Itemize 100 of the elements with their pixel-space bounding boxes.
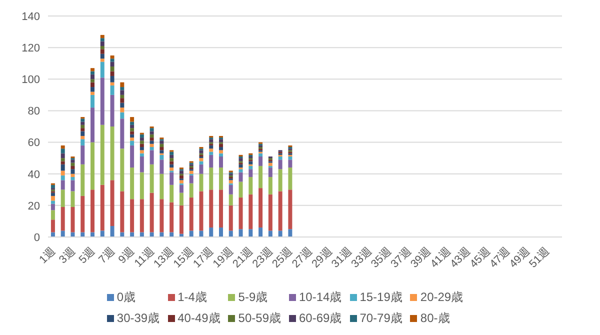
bar bbox=[80, 139, 85, 146]
legend-label: 50-59歳 bbox=[238, 310, 281, 327]
bar bbox=[140, 150, 144, 154]
x-tick-label: 5週 bbox=[76, 245, 98, 266]
legend-label: 40-49歳 bbox=[178, 310, 220, 327]
bar bbox=[160, 147, 164, 150]
bar bbox=[90, 79, 95, 82]
bar bbox=[219, 153, 224, 156]
bar bbox=[258, 166, 263, 188]
bar bbox=[238, 158, 243, 162]
bar bbox=[50, 192, 55, 196]
bar bbox=[238, 229, 243, 237]
bar bbox=[70, 162, 75, 166]
bar bbox=[70, 174, 75, 178]
bar bbox=[170, 154, 174, 158]
bar bbox=[288, 156, 292, 160]
bar bbox=[120, 98, 124, 103]
bar bbox=[80, 145, 85, 164]
legend-label: 5-9歳 bbox=[238, 289, 268, 306]
bar bbox=[288, 168, 292, 190]
bar bbox=[150, 147, 154, 150]
bar bbox=[130, 145, 134, 168]
bar bbox=[60, 164, 65, 171]
bar bbox=[150, 140, 154, 144]
bar bbox=[60, 161, 65, 164]
bar bbox=[70, 160, 75, 163]
bar bbox=[70, 177, 75, 180]
bar bbox=[90, 190, 95, 232]
bar bbox=[80, 118, 85, 122]
bar bbox=[170, 172, 174, 185]
bar bbox=[50, 184, 55, 188]
legend-label: 80-歳 bbox=[420, 310, 450, 327]
bar bbox=[170, 161, 174, 164]
bar bbox=[199, 150, 204, 154]
bar bbox=[150, 134, 154, 138]
bar bbox=[209, 152, 214, 155]
bar bbox=[110, 55, 114, 59]
legend-label: 0歳 bbox=[116, 289, 136, 306]
bar bbox=[189, 170, 194, 174]
bar bbox=[228, 194, 233, 206]
bar bbox=[238, 172, 243, 182]
bar bbox=[100, 49, 104, 54]
bar bbox=[100, 230, 104, 237]
bar bbox=[160, 144, 164, 148]
bar bbox=[90, 71, 95, 74]
bar bbox=[110, 85, 114, 95]
bar bbox=[278, 230, 282, 237]
bar bbox=[160, 154, 164, 160]
bar bbox=[199, 191, 204, 231]
bar bbox=[179, 192, 184, 206]
bar bbox=[80, 136, 85, 140]
bar bbox=[268, 168, 272, 178]
bar bbox=[150, 144, 154, 148]
bar bbox=[170, 164, 174, 168]
bar bbox=[50, 200, 55, 204]
bar bbox=[60, 148, 65, 154]
bar bbox=[110, 66, 114, 72]
bar bbox=[80, 164, 85, 196]
bar bbox=[90, 94, 95, 108]
bar bbox=[90, 74, 95, 80]
bar bbox=[50, 210, 55, 220]
bar bbox=[60, 230, 65, 237]
bar bbox=[209, 154, 214, 168]
bar bbox=[130, 140, 134, 146]
bar bbox=[238, 182, 243, 198]
bar bbox=[150, 164, 154, 193]
bar bbox=[130, 117, 134, 122]
bar bbox=[80, 128, 85, 132]
bar bbox=[150, 192, 154, 232]
bar bbox=[160, 199, 164, 232]
bar bbox=[140, 134, 144, 138]
x-tick-label: 1週 bbox=[37, 245, 58, 266]
bar bbox=[160, 174, 164, 200]
bar bbox=[120, 108, 124, 112]
bar bbox=[60, 180, 65, 190]
bar bbox=[238, 198, 243, 230]
bar bbox=[120, 112, 124, 119]
bar bbox=[219, 150, 224, 154]
bar bbox=[100, 184, 104, 231]
bar bbox=[288, 160, 292, 168]
bar bbox=[248, 177, 253, 194]
bar bbox=[268, 194, 272, 231]
bar bbox=[209, 228, 214, 237]
legend-label: 70-79歳 bbox=[360, 310, 402, 327]
bar bbox=[140, 138, 144, 141]
bar bbox=[120, 87, 124, 90]
bar bbox=[130, 122, 134, 125]
bar bbox=[90, 68, 95, 72]
bar bbox=[100, 38, 104, 42]
bar bbox=[179, 180, 184, 184]
legend-label: 20-29歳 bbox=[420, 289, 464, 306]
bar bbox=[90, 142, 95, 190]
bar bbox=[110, 76, 114, 82]
bar bbox=[170, 168, 174, 171]
bar bbox=[209, 139, 214, 142]
bar bbox=[228, 205, 233, 231]
bar bbox=[238, 164, 243, 168]
bar bbox=[150, 131, 154, 134]
bar bbox=[150, 138, 154, 141]
bar bbox=[100, 58, 104, 62]
